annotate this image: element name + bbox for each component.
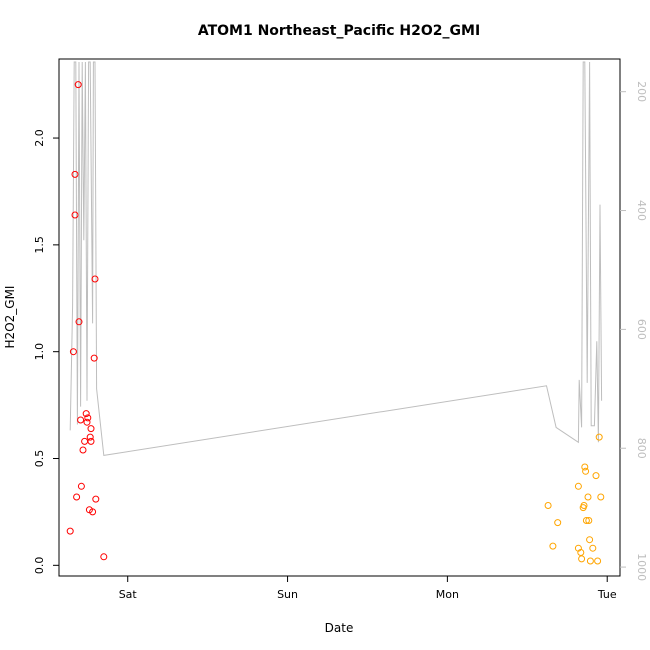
data-point-s0-12 (83, 418, 91, 426)
data-point-s0-4 (73, 493, 81, 501)
data-point-s1-10 (582, 467, 590, 475)
data-point-s0-11 (82, 410, 90, 418)
data-point-s0-10 (81, 437, 89, 445)
data-point-s0-7 (77, 416, 85, 424)
right-axis-line-series (69, 61, 603, 456)
scatter-points (66, 81, 605, 565)
data-point-s0-18 (89, 508, 97, 516)
data-point-s0-8 (77, 482, 85, 490)
data-point-s0-3 (71, 211, 79, 219)
data-point-s0-17 (87, 425, 95, 433)
data-point-s1-1 (549, 542, 557, 550)
data-point-s0-2 (71, 170, 79, 178)
data-point-s1-8 (580, 502, 588, 509)
data-point-s0-16 (87, 437, 95, 445)
y-tick-label-3: 1.5 (33, 236, 46, 254)
data-point-s1-14 (586, 536, 594, 544)
data-point-s0-20 (91, 275, 99, 283)
chart-title: ATOM1 Northeast_Pacific H2O2_GMI (198, 23, 480, 39)
x-axis-label: Date (325, 621, 354, 635)
data-point-s1-6 (578, 555, 586, 563)
y2-tick-label-3: 800 (635, 438, 648, 459)
data-point-s0-13 (84, 414, 92, 422)
y2-tick-label-4: 1000 (635, 553, 648, 581)
data-point-s1-9 (581, 463, 589, 471)
data-point-s0-22 (100, 553, 108, 561)
y-tick-label-4: 2.0 (33, 129, 46, 147)
data-point-s1-3 (574, 482, 582, 490)
right-y-axis: 200 400 600 800 1000 (620, 81, 648, 581)
x-tick-label-1: Sun (277, 588, 298, 601)
y-axis-label: H2O2_GMI (3, 286, 17, 349)
data-point-s1-13 (585, 517, 593, 524)
data-point-s0-6 (75, 318, 83, 326)
x-axis: Sat Sun Mon Tue (119, 576, 617, 601)
plot-frame (58, 58, 621, 577)
y-tick-label-1: 0.5 (33, 450, 46, 468)
data-point-s1-11 (582, 517, 590, 524)
data-point-s1-2 (554, 519, 562, 527)
data-point-s0-21 (92, 495, 100, 503)
y-tick-label-2: 1.0 (33, 343, 46, 361)
data-point-s0-15 (86, 433, 94, 441)
data-point-s1-18 (594, 557, 602, 565)
x-tick-label-0: Sat (119, 588, 138, 601)
x-tick-label-2: Mon (436, 588, 459, 601)
data-point-s1-16 (589, 544, 597, 552)
data-point-s0-1 (69, 348, 77, 356)
data-point-s0-9 (79, 446, 87, 454)
data-point-s1-19 (595, 433, 603, 441)
data-point-s1-17 (592, 472, 600, 480)
x-tick-label-3: Tue (597, 588, 617, 601)
data-point-s0-19 (90, 354, 98, 362)
y2-tick-label-2: 600 (635, 319, 648, 340)
data-point-s1-15 (586, 557, 594, 565)
y2-tick-label-0: 200 (635, 81, 648, 102)
data-point-s1-20 (597, 493, 605, 501)
data-point-s0-0 (66, 527, 74, 535)
data-point-s0-5 (74, 81, 82, 89)
y-axis: 0.0 0.5 1.0 1.5 2.0 (33, 129, 59, 574)
data-point-s1-0 (544, 502, 552, 509)
series-line-0 (69, 61, 603, 456)
data-point-s1-12 (584, 493, 592, 501)
y-tick-label-0: 0.0 (33, 557, 46, 575)
y2-tick-label-1: 400 (635, 200, 648, 221)
